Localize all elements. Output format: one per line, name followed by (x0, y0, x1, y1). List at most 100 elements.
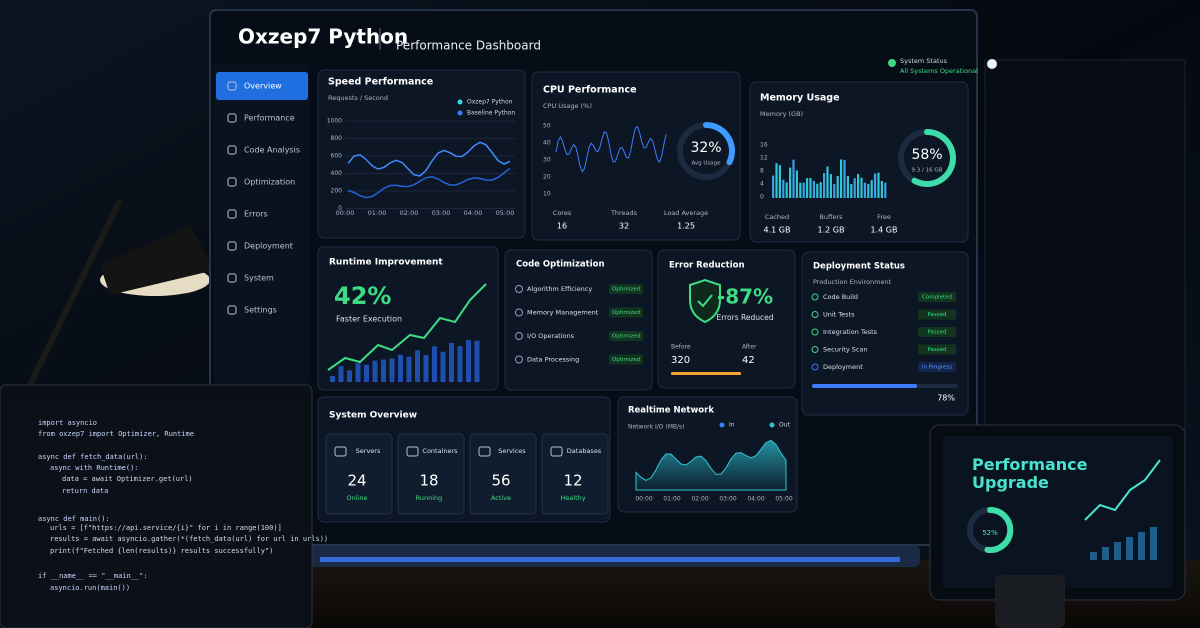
stat-value: 1.4 GB (871, 226, 898, 235)
runtime-bar (449, 343, 454, 382)
memory-bar (850, 183, 853, 198)
runtime-bar (457, 346, 463, 382)
x-tick-label: 02:00 (691, 496, 708, 503)
nav-item-active[interactable] (216, 72, 308, 100)
panel-title: Error Reduction (669, 261, 745, 271)
nav-item[interactable]: Code Analysis (244, 146, 300, 155)
runtime-bar (338, 366, 344, 382)
check-icon (811, 346, 819, 353)
gauge-value: 32% (690, 140, 721, 156)
tablet-title-line: Upgrade (972, 473, 1049, 492)
code-line: return data (62, 487, 108, 495)
memory-bar (877, 172, 880, 198)
stat-value: 32 (619, 222, 629, 231)
x-tick-label: 00:00 (336, 209, 355, 217)
panel-title: Memory Usage (760, 93, 840, 104)
card-icon (478, 446, 491, 457)
card-name: Servers (356, 447, 381, 455)
legend-swatch (719, 422, 725, 428)
memory-bar (857, 173, 860, 198)
x-tick-label: 02:00 (400, 209, 419, 217)
stat-value: 16 (557, 222, 567, 231)
tablet-bar (1126, 537, 1133, 560)
memory-bar (867, 183, 870, 198)
y-tick-label: 40 (543, 140, 551, 147)
runtime-bar (440, 351, 446, 382)
y-tick-label: 16 (760, 142, 768, 149)
line-oxzep7 (347, 141, 511, 177)
memory-bar (826, 166, 829, 198)
legend-swatch (457, 110, 463, 116)
card-status: Healthy (560, 494, 585, 502)
nav-icon (227, 209, 237, 219)
memory-panel (749, 81, 969, 243)
y-tick-label: 0 (760, 194, 764, 201)
runtime-bar (432, 346, 437, 382)
card-name: Services (498, 447, 526, 455)
memory-bar (785, 182, 788, 198)
status-badge-text: In Progress (922, 365, 952, 371)
error-bar (671, 372, 741, 375)
nav-icon (227, 305, 237, 315)
y-tick-label: 20 (543, 174, 551, 181)
stat-value: 1.25 (677, 222, 695, 231)
axis-title: Requests / Second (328, 94, 388, 102)
stand-glow (320, 557, 900, 562)
runtime-bar (466, 340, 471, 382)
nav-item[interactable]: Deployment (244, 242, 293, 251)
cpu-panel (531, 71, 741, 241)
panel-title: Realtime Network (628, 406, 714, 416)
nav-item[interactable]: System (244, 274, 274, 283)
status-value: All Systems Operational (900, 67, 978, 75)
nav-item[interactable]: Errors (244, 210, 268, 219)
y-tick-label: 10 (543, 191, 551, 198)
card-value: 24 (347, 472, 366, 490)
panel-title: Speed Performance (328, 77, 433, 88)
metric-value: 42% (334, 282, 391, 310)
runtime-bar (372, 360, 378, 382)
memory-bar (799, 182, 802, 198)
check-icon (811, 363, 819, 371)
tablet-bar (1102, 547, 1109, 560)
card-name: Containers (422, 447, 458, 455)
gauge-label: 9.3 / 16 GB (912, 168, 943, 174)
code-line: data = await Optimizer.get(url) (62, 475, 193, 483)
check-icon (811, 293, 819, 301)
code-optimization-panel (504, 249, 653, 391)
card-icon (334, 446, 347, 457)
memory-bar (836, 175, 839, 198)
y-tick-label: 30 (543, 157, 551, 164)
tablet-bar (1090, 552, 1097, 560)
code-line: results = await asyncio.gather(*(fetch_d… (50, 535, 328, 543)
ceiling-light (987, 59, 997, 69)
tablet-bar (1150, 527, 1157, 560)
memory-bar (806, 178, 809, 198)
check-icon (515, 355, 523, 364)
y-tick-label: 800 (331, 135, 343, 142)
nav-item[interactable]: Settings (244, 306, 277, 315)
check-icon (515, 332, 523, 340)
status-label: System Status (900, 57, 948, 65)
y-tick-label: 4 (760, 181, 764, 188)
code-line: import asyncio (38, 419, 97, 427)
memory-bar (833, 183, 836, 198)
nav-icon (227, 177, 237, 187)
environment: Production Environment (813, 278, 892, 286)
nav-item[interactable]: Performance (244, 114, 295, 123)
nav-item[interactable]: Overview (244, 82, 282, 91)
network-area (635, 439, 787, 491)
memory-bar (880, 180, 883, 198)
status-badge (918, 292, 956, 302)
card-icon (406, 446, 419, 457)
nav-item[interactable]: Optimization (244, 178, 295, 187)
status-badge-text: Optimized (612, 287, 640, 293)
cpu-line (555, 125, 667, 173)
status-badge-text: Optimized (612, 357, 640, 363)
metric-label: Errors Reduced (716, 313, 773, 322)
memory-bar (775, 163, 778, 198)
panel-title: System Overview (329, 411, 417, 421)
memory-bar (795, 170, 798, 198)
status-badge-text: Passed (927, 347, 946, 353)
